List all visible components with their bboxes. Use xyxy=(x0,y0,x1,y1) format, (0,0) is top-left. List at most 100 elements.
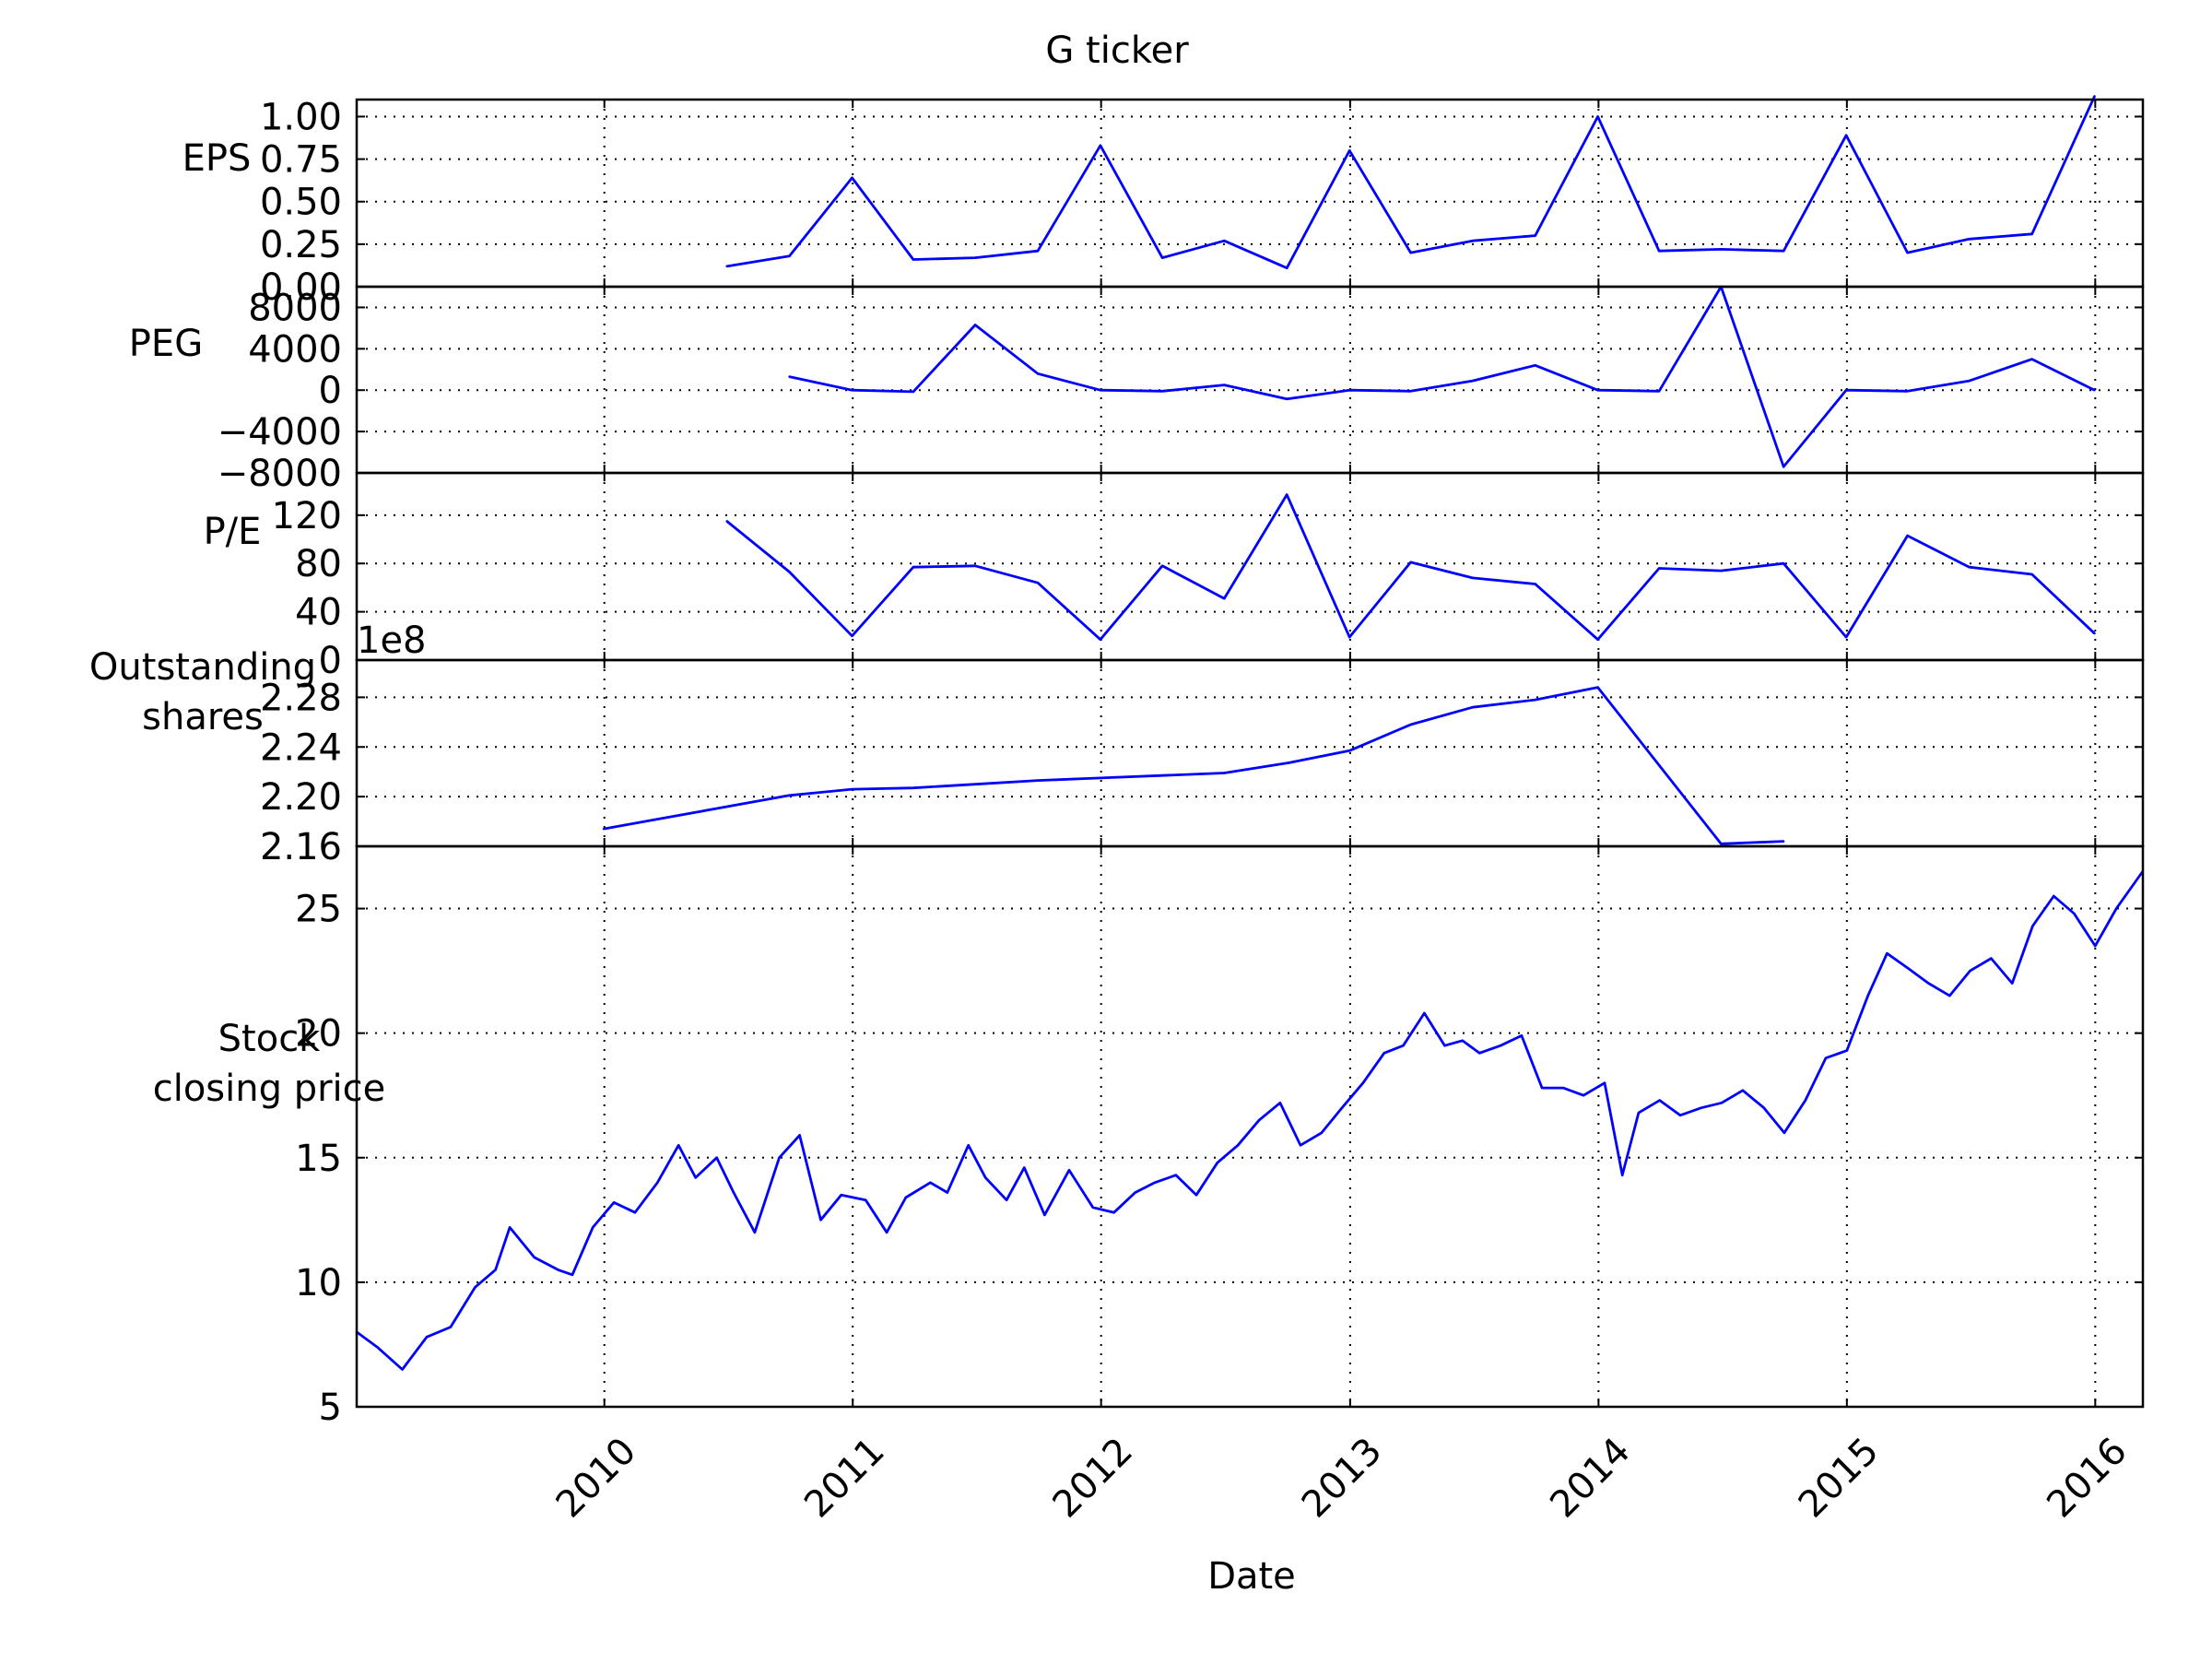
data-point xyxy=(1471,576,1474,580)
data-point xyxy=(851,787,853,791)
data-point xyxy=(732,1191,735,1194)
data-point xyxy=(973,324,977,326)
data-point xyxy=(1043,1213,1046,1217)
data-point xyxy=(1596,389,1599,392)
data-point xyxy=(1657,390,1661,393)
y-tick-label: 8000 xyxy=(248,287,342,329)
data-point xyxy=(946,1191,949,1194)
x-tick-label: 2016 xyxy=(2039,1430,2136,1527)
data-point xyxy=(1223,239,1226,242)
data-point xyxy=(1499,1044,1502,1047)
data-point xyxy=(1657,250,1661,253)
data-point xyxy=(1782,840,1785,843)
data-point xyxy=(1036,581,1040,584)
data-point xyxy=(1948,994,1951,997)
y-tick-label: 4000 xyxy=(248,328,342,371)
data-point xyxy=(1257,1119,1261,1122)
data-point xyxy=(912,786,915,789)
data-point xyxy=(1886,951,1888,955)
data-point xyxy=(508,1226,512,1229)
data-point xyxy=(1347,749,1351,752)
data-point xyxy=(1844,389,1848,392)
series-line xyxy=(726,95,2096,270)
data-point xyxy=(1361,1081,1365,1084)
data-point xyxy=(725,520,728,523)
data-point xyxy=(1582,1094,1585,1097)
y-tick-label: 0.50 xyxy=(260,182,342,224)
x-tick-label: 2011 xyxy=(796,1430,893,1527)
data-point xyxy=(1477,1052,1481,1055)
panel-frame xyxy=(355,471,2145,662)
data-point xyxy=(1409,561,1412,564)
y-tick-label: 1.00 xyxy=(260,96,342,138)
y-tick-label: 2.24 xyxy=(260,726,342,769)
data-point xyxy=(904,1196,907,1199)
data-point xyxy=(788,794,791,797)
data-point xyxy=(401,1368,404,1371)
data-point xyxy=(1286,761,1288,764)
data-point xyxy=(1223,597,1226,600)
data-point xyxy=(1443,1044,1446,1047)
panel-4: 5 10 15 20 25 Stock closing price xyxy=(153,844,2145,1429)
data-point xyxy=(1409,723,1412,726)
data-point xyxy=(1637,1111,1641,1115)
x-tick-label: 2014 xyxy=(1542,1430,1639,1527)
data-point xyxy=(865,1198,867,1201)
data-point xyxy=(557,1269,559,1271)
x-axis-label: Date xyxy=(1207,1555,1296,1598)
x-tick-label: 2013 xyxy=(1294,1430,1391,1527)
data-point xyxy=(1720,1102,1724,1104)
data-point xyxy=(1347,149,1351,152)
data-point xyxy=(1194,1194,1198,1197)
data-point xyxy=(1783,1131,1786,1134)
data-point xyxy=(425,1336,429,1339)
y-tick-label: 0 xyxy=(319,640,342,682)
data-point xyxy=(1782,466,1785,468)
data-point xyxy=(1347,635,1351,639)
data-point xyxy=(1700,1106,1703,1109)
data-point xyxy=(1657,567,1661,570)
data-point xyxy=(1409,251,1412,254)
y-tick-label: 5 xyxy=(319,1387,342,1429)
data-point xyxy=(2030,572,2033,576)
y-axis-label: P/E xyxy=(204,511,262,553)
data-point xyxy=(1534,234,1536,237)
data-point xyxy=(929,1181,932,1185)
data-point xyxy=(1534,583,1536,585)
data-point xyxy=(1160,774,1164,777)
data-point xyxy=(1906,251,1909,254)
data-point xyxy=(533,1256,535,1259)
data-point xyxy=(1906,390,1909,393)
data-point xyxy=(912,390,915,394)
data-point xyxy=(753,1231,757,1234)
data-point xyxy=(2093,631,2096,635)
x-tick-label: 2012 xyxy=(1045,1430,1142,1527)
data-point xyxy=(1762,1106,1765,1109)
data-point xyxy=(788,571,791,573)
y-axis-label: PEG xyxy=(129,323,203,365)
data-point xyxy=(1907,967,1910,970)
data-point xyxy=(612,1201,616,1204)
data-point xyxy=(1005,1198,1008,1201)
y-tick-label: −8000 xyxy=(218,453,342,495)
panel-frame xyxy=(355,844,2145,1409)
y-tick-label: 0.75 xyxy=(260,139,342,182)
data-point xyxy=(1804,1099,1807,1102)
data-point xyxy=(851,176,853,180)
data-point xyxy=(1969,969,1971,973)
data-point xyxy=(2073,912,2076,915)
data-point xyxy=(1174,1174,1178,1176)
chart-panels: 0.000.250.500.751.00EPS−8000−40000400080… xyxy=(89,95,2145,1429)
y-tick-label: 40 xyxy=(295,592,342,634)
data-point xyxy=(1596,115,1599,118)
data-point xyxy=(973,783,977,785)
y-tick-label: 120 xyxy=(272,495,342,537)
data-point xyxy=(778,1156,781,1159)
data-point xyxy=(1741,1089,1745,1092)
x-tick-label: 2015 xyxy=(1791,1430,1888,1527)
y-axis-label: Outstanding shares xyxy=(89,646,316,738)
data-point xyxy=(798,1134,801,1137)
